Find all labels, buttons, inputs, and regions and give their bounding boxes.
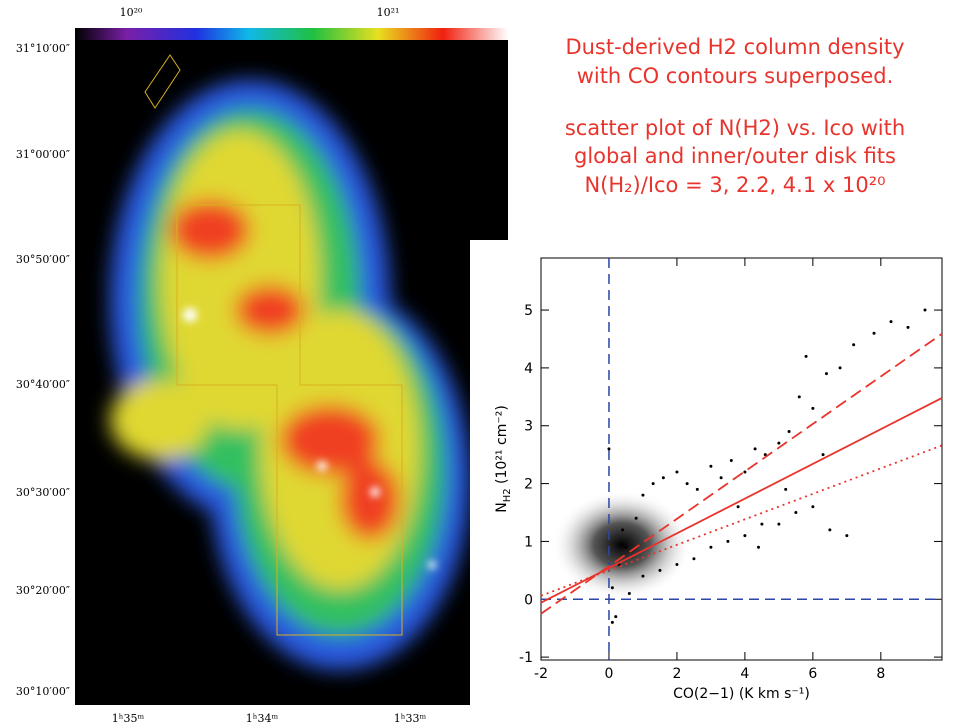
point [777, 522, 781, 526]
y-tick-label: 0 [524, 592, 533, 608]
plot-frame [540, 257, 943, 661]
point [627, 591, 631, 595]
point [889, 320, 893, 324]
density-shading [552, 490, 692, 600]
note-text: with CO contours superposed. [577, 64, 894, 88]
scatter-plot: -2 0 2 4 6 8 -1 0 1 2 3 4 5 CO(2−1) (K km s⁻¹) NH2 (10… [494, 257, 943, 702]
ra-label: 1ʰ35ᵐ [112, 712, 145, 725]
dec-label: 31°00′00″ [16, 148, 70, 161]
point [804, 354, 808, 358]
point [743, 470, 747, 474]
y-tick-label: 4 [524, 361, 533, 377]
dec-label: 30°20′00″ [16, 584, 70, 597]
point [743, 534, 747, 538]
point [777, 441, 781, 445]
dec-label: 30°50′00″ [16, 253, 70, 266]
point [610, 620, 614, 624]
point [906, 325, 910, 329]
x-tick-label: 6 [808, 666, 817, 682]
dec-label: 30°10′00″ [16, 685, 70, 698]
point [634, 516, 638, 520]
point [787, 430, 791, 434]
x-tick-label: 2 [672, 666, 681, 682]
point [675, 470, 679, 474]
y-axis-label: NH2 (10²¹ cm⁻²) [494, 405, 513, 513]
point [838, 366, 842, 370]
point [753, 447, 757, 451]
point [784, 487, 788, 491]
point [661, 476, 665, 480]
x-tick-label: -2 [534, 666, 548, 682]
dec-label: 31°10′00″ [16, 42, 70, 55]
point [845, 534, 849, 538]
point [651, 482, 655, 486]
note-text: N(H₂)/Ico = 3, 2.2, 4.1 x 10²⁰ [584, 173, 885, 197]
fit-line [540, 397, 943, 604]
colorbar-label: 10²¹ [377, 6, 400, 19]
point [641, 574, 645, 578]
x-tick-label: 0 [605, 666, 614, 682]
point [607, 447, 611, 451]
point [811, 406, 815, 410]
point [610, 586, 614, 590]
point [923, 308, 927, 312]
point [624, 545, 628, 549]
note-text: global and inner/outer disk fits [574, 144, 896, 168]
point [709, 545, 713, 549]
dec-label: 30°40′00″ [16, 378, 70, 391]
point [726, 539, 730, 543]
point [763, 453, 767, 457]
point [614, 615, 618, 619]
point [760, 522, 764, 526]
note-text: Dust-derived H2 column density [565, 35, 904, 59]
ra-label: 1ʰ34ᵐ [246, 712, 279, 725]
point [641, 493, 645, 497]
point [756, 545, 760, 549]
dec-label: 30°30′00″ [16, 486, 70, 499]
colorbar [75, 28, 508, 40]
point [658, 568, 662, 572]
y-tick-label: 2 [524, 477, 533, 493]
point [695, 487, 699, 491]
point [811, 505, 815, 509]
colorbar-label: 10²⁰ [120, 6, 143, 19]
x-tick-label: 8 [876, 666, 885, 682]
point [719, 476, 723, 480]
point [692, 557, 696, 561]
map-image [75, 40, 508, 705]
point [852, 343, 856, 347]
ra-label: 1ʰ33ᵐ [394, 712, 427, 725]
x-axis-label: CO(2−1) (K km s⁻¹) [673, 686, 810, 702]
x-tick-label: 4 [740, 666, 749, 682]
point [675, 563, 679, 567]
plot-panel [470, 240, 962, 728]
point [821, 453, 825, 457]
y-tick-label: -1 [519, 650, 533, 666]
point [797, 395, 801, 399]
point [824, 372, 828, 376]
point [736, 505, 740, 509]
point [828, 528, 832, 532]
y-label-rest: (10²¹ cm⁻²) [494, 405, 510, 488]
y-label-main: N [494, 502, 510, 512]
point [872, 331, 876, 335]
fit-line [540, 333, 943, 615]
y-tick-label: 1 [524, 534, 533, 550]
point [794, 511, 798, 515]
y-tick-label: 3 [524, 419, 533, 435]
point [729, 458, 733, 462]
point [709, 464, 713, 468]
y-label-sub: H2 [502, 488, 513, 502]
y-tick-label: 5 [524, 303, 533, 319]
point [621, 528, 625, 532]
note-text: scatter plot of N(H2) vs. Ico with [565, 116, 905, 140]
point [685, 482, 689, 486]
